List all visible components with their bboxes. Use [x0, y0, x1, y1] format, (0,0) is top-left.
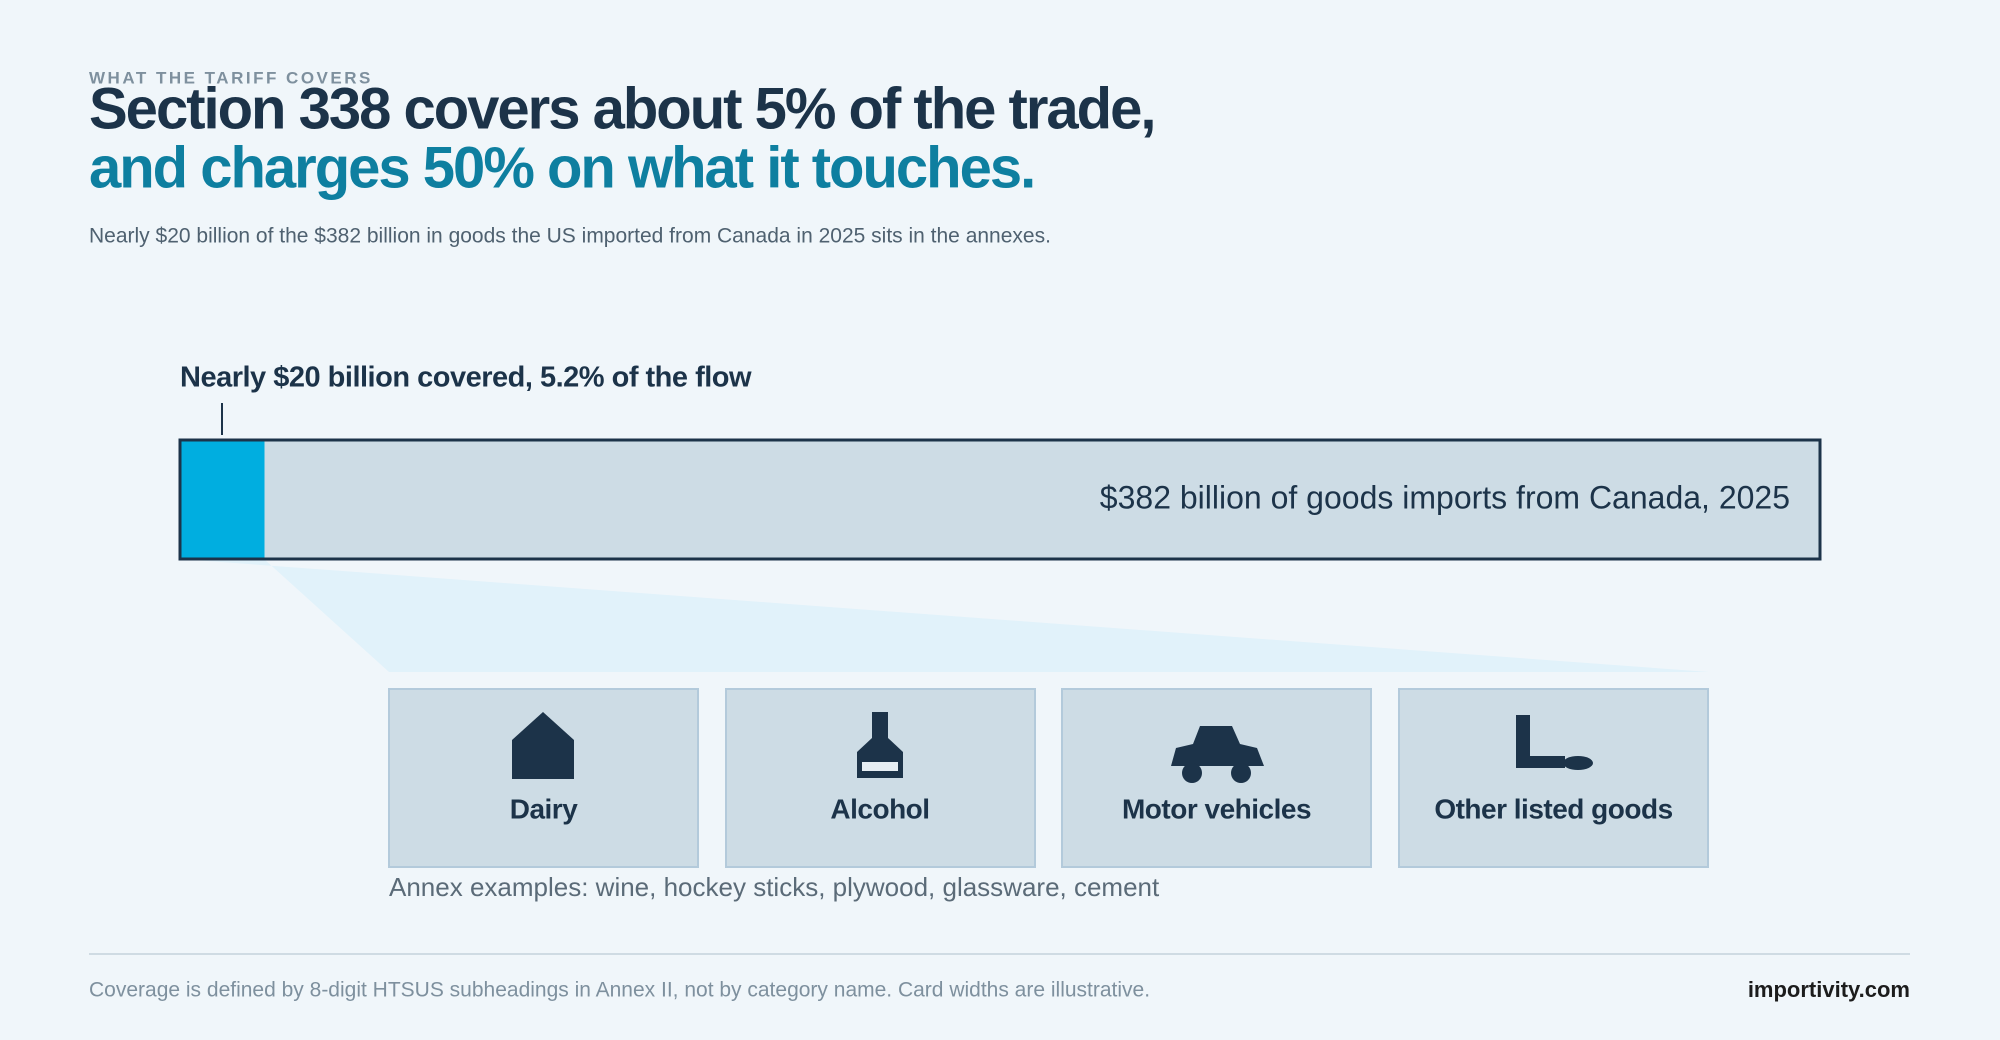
card	[1398, 688, 1709, 868]
subtitle: Nearly $20 billion of the $382 billion i…	[89, 225, 1051, 248]
vehicle-icon	[1171, 726, 1264, 783]
bar-callout: Nearly $20 billion covered, 5.2% of the …	[180, 362, 752, 394]
brand: importivity.com	[1748, 977, 1910, 1002]
card-label: Motor vehicles	[1122, 793, 1311, 824]
annex-note: Annex examples: wine, hockey sticks, ply…	[389, 872, 1160, 902]
alcohol-icon	[857, 712, 903, 778]
cards: Dairy Alcohol Motor vehicles Other liste…	[388, 688, 1709, 868]
footer-note: Coverage is defined by 8-digit HTSUS sub…	[89, 979, 1150, 1002]
eyebrow: WHAT THE TARIFF COVERS	[89, 68, 373, 87]
card	[1061, 688, 1372, 868]
other-goods-icon	[1516, 715, 1593, 770]
covered-segment	[181, 441, 265, 558]
card-label: Alcohol	[830, 793, 929, 824]
title-line: and charges 50% on what it touches.	[89, 135, 1034, 200]
total-bar	[178, 438, 1822, 561]
card-label: Other listed goods	[1434, 793, 1672, 824]
card-label: Dairy	[510, 793, 578, 824]
bar-label: $382 billion of goods imports from Canad…	[1100, 479, 1790, 515]
title-line: Section 338 covers about 5% of the trade…	[89, 76, 1154, 141]
dairy-icon	[512, 712, 574, 779]
funnel	[180, 559, 1709, 672]
